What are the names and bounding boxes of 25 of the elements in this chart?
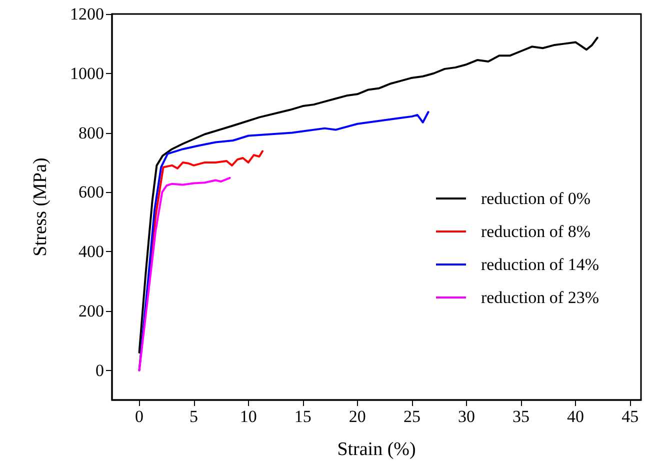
x-tick-label: 10 — [240, 407, 257, 426]
y-tick-label: 1200 — [70, 4, 104, 24]
x-tick-label: 45 — [622, 407, 639, 426]
x-axis-title: Strain (%) — [337, 439, 416, 460]
legend-label: reduction of 23% — [480, 288, 600, 307]
x-tick-label: 0 — [135, 407, 144, 426]
y-tick-label: 200 — [78, 301, 104, 320]
x-tick-label: 25 — [403, 407, 420, 426]
y-tick-label: 800 — [78, 123, 104, 142]
x-tick-label: 35 — [512, 407, 530, 426]
y-tick-label: 0 — [96, 360, 104, 380]
x-tick-label: 40 — [567, 407, 584, 426]
y-tick-label: 600 — [78, 182, 104, 202]
x-tick-label: 15 — [294, 407, 312, 426]
legend-label: reduction of 8% — [480, 222, 591, 241]
legend-label: reduction of 14% — [480, 255, 600, 274]
x-tick-label: 5 — [190, 407, 198, 426]
x-tick-label: 30 — [458, 407, 475, 426]
line-series — [138, 36, 598, 354]
y-tick-label: 400 — [78, 242, 104, 262]
y-tick-label: 1000 — [70, 64, 104, 83]
legend-label: reduction of 0% — [480, 189, 591, 208]
line-series — [138, 176, 231, 372]
x-tick-label: 20 — [348, 407, 366, 426]
y-axis-title: Stress (MPa) — [30, 158, 51, 256]
